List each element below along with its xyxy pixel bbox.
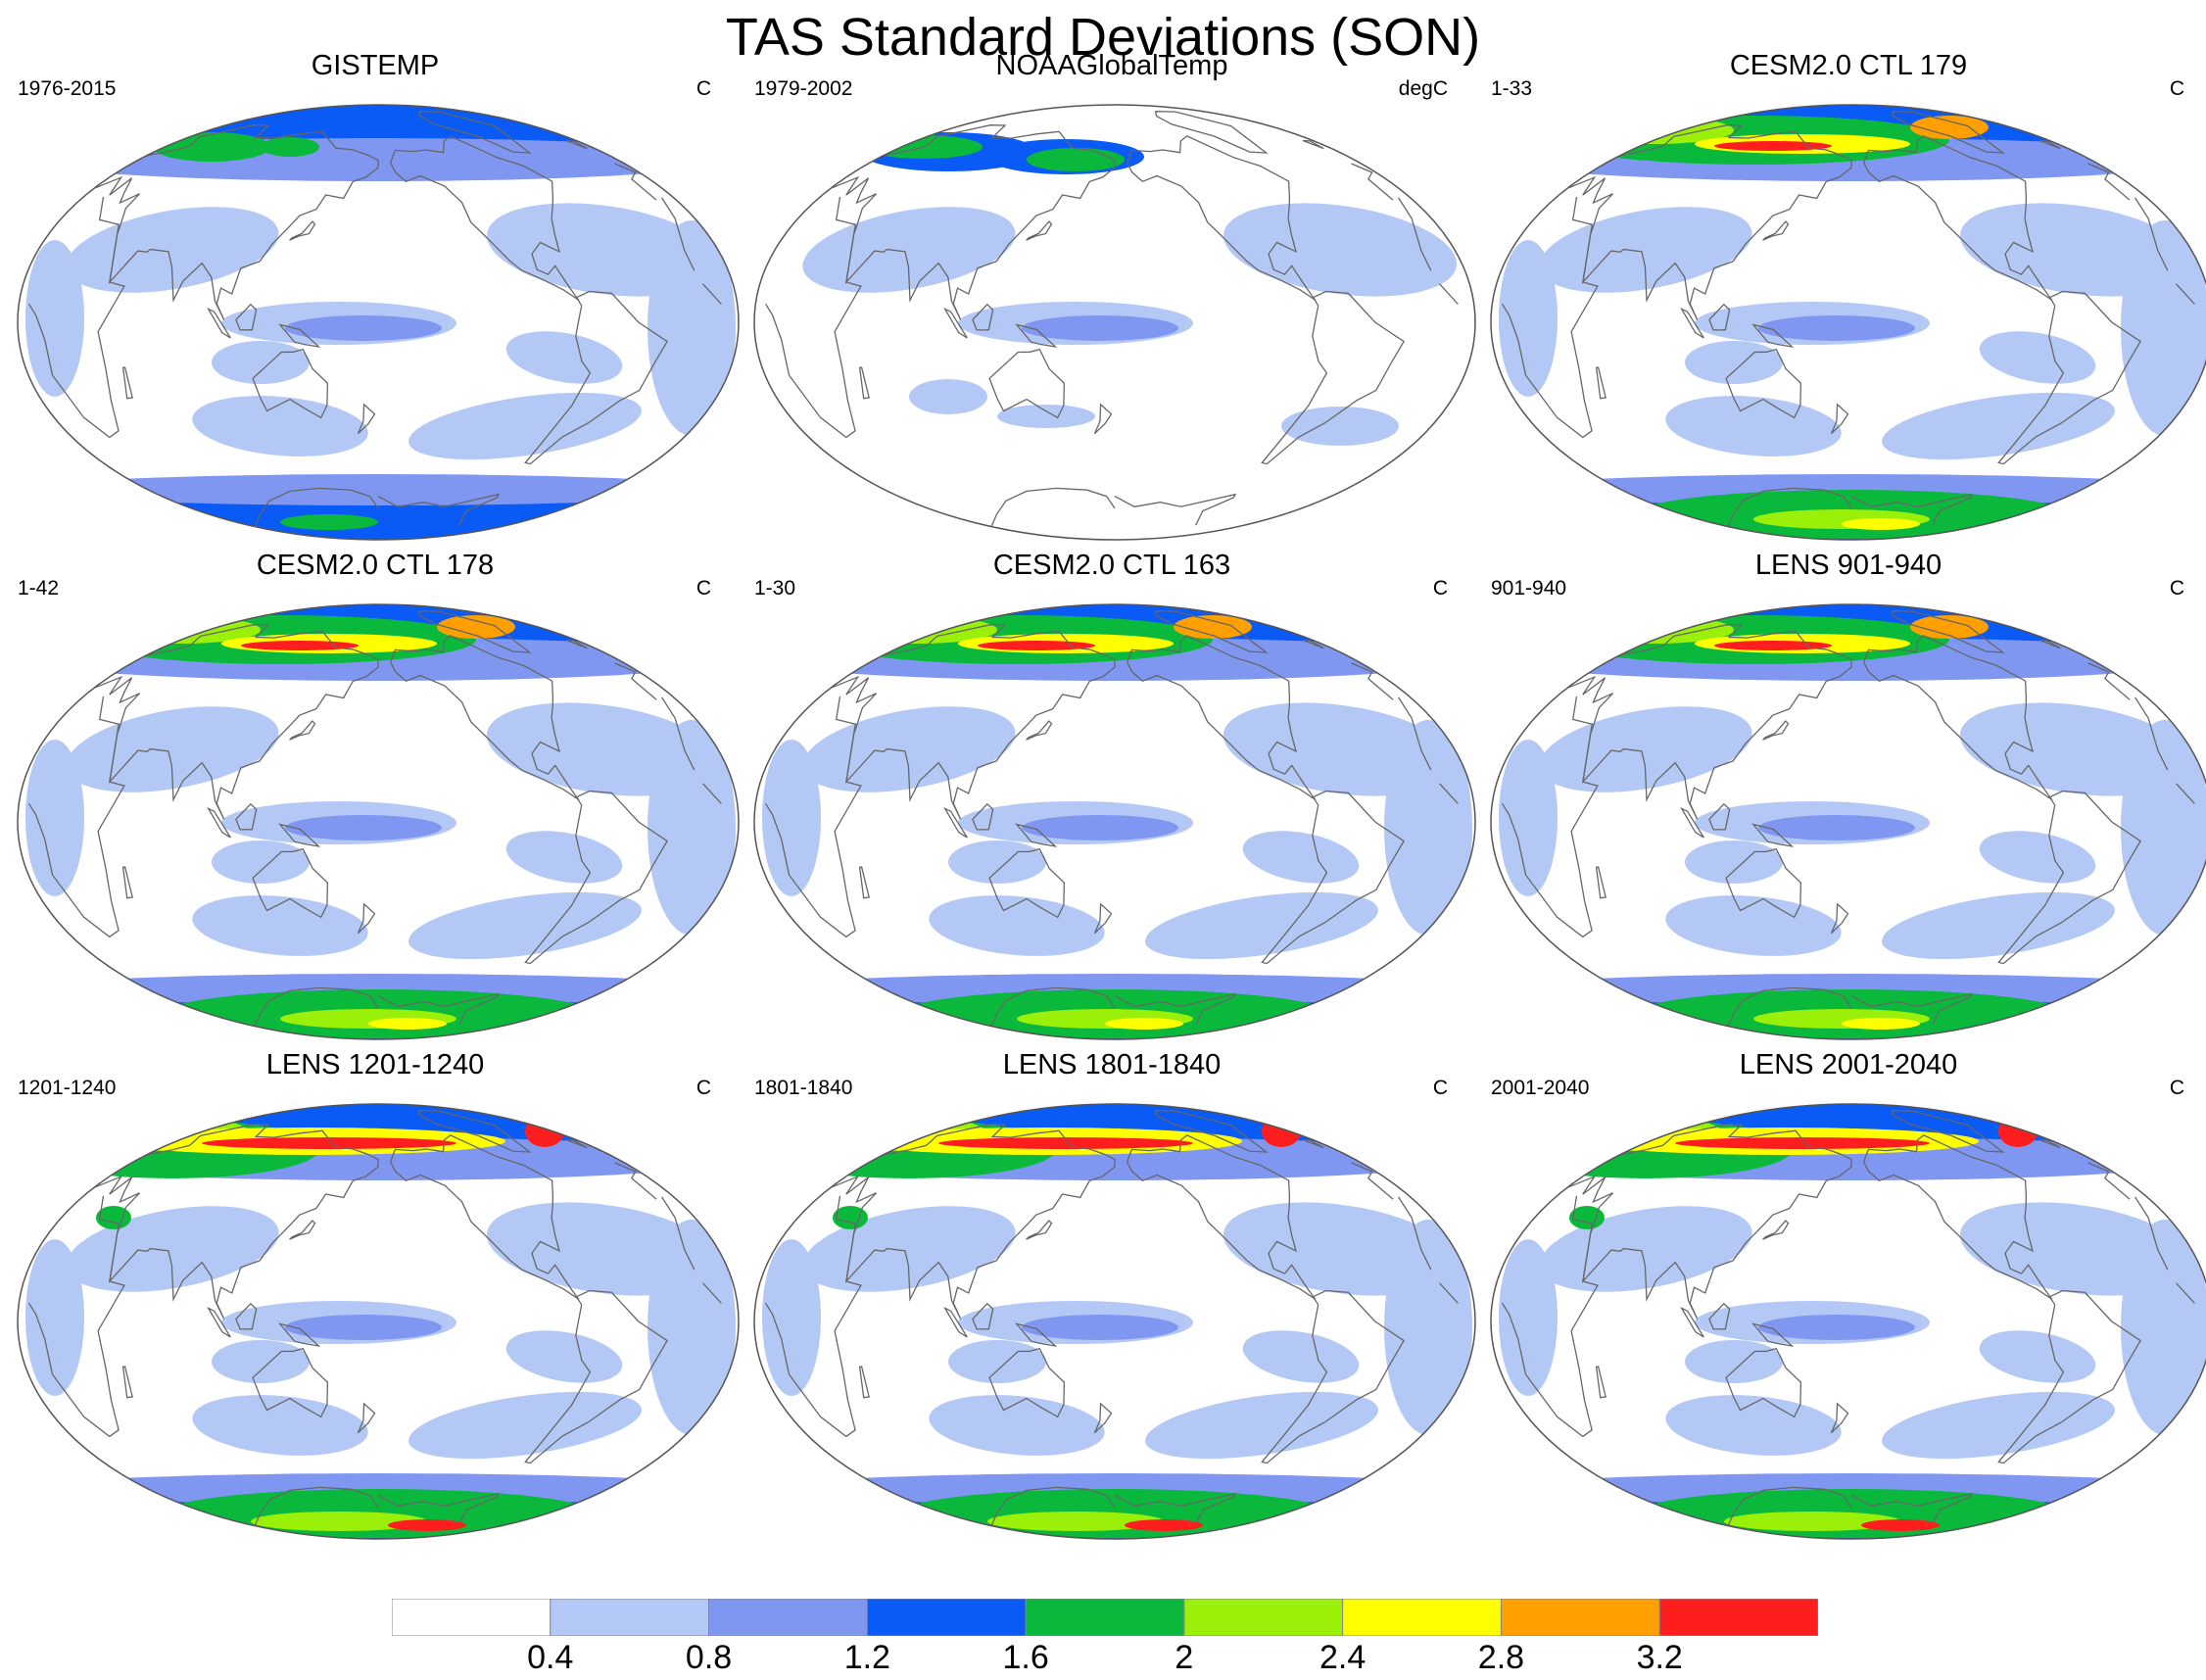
world-map (753, 603, 1476, 1040)
panel-period-label: 1-30 (754, 577, 796, 600)
panel-units-label: C (2169, 577, 2184, 600)
std-dev-contours (18, 105, 739, 540)
world-map (753, 1103, 1476, 1540)
map-panel: CESM2.0 CTL 163 1-30 C (744, 549, 1479, 1040)
world-map (1490, 104, 2206, 541)
panel-title: CESM2.0 CTL 179 (1729, 50, 1968, 81)
panel-period-label: 1201-1240 (18, 1077, 117, 1099)
panel-title: GISTEMP (311, 50, 440, 81)
map-panel: LENS 901-940 901-940 C (1481, 549, 2206, 1040)
coastlines (1501, 610, 2195, 1027)
coastlines (27, 610, 722, 1027)
std-dev-contours (754, 1104, 1475, 1539)
world-map (17, 603, 740, 1040)
colorbar-swatch (1183, 1599, 1344, 1636)
std-dev-contours (754, 604, 1475, 1039)
panel-title: LENS 1201-1240 (265, 1049, 485, 1080)
colorbar-swatch (1500, 1599, 1660, 1636)
map-panel: CESM2.0 CTL 178 1-42 C (8, 549, 743, 1040)
colorbar-swatch (392, 1599, 552, 1636)
coastlines (764, 1110, 1459, 1526)
panel-units-label: C (695, 577, 711, 600)
map-panel: GISTEMP 1976-2015 C (8, 49, 743, 541)
panel-title: NOAAGlobalTemp (995, 50, 1228, 81)
std-dev-contours (18, 1104, 739, 1539)
colorbar-swatch (1342, 1599, 1502, 1636)
colorbar-swatch (550, 1599, 710, 1636)
colorbar-tick-label: 2.8 (1477, 1639, 1525, 1676)
panel-units-label: C (695, 77, 711, 100)
panel-units-label: C (1432, 577, 1448, 600)
panel-period-label: 1976-2015 (18, 77, 117, 100)
panel-period-label: 1-33 (1491, 77, 1533, 100)
panel-period-label: 1-42 (18, 577, 60, 600)
colorbar-tick-label: 2.4 (1319, 1639, 1367, 1676)
panel-title: LENS 1801-1840 (1002, 1049, 1222, 1080)
colorbar-swatch (866, 1599, 1027, 1636)
panel-units-label: degC (1398, 77, 1448, 100)
panel-title: CESM2.0 CTL 178 (256, 550, 495, 581)
panel-units-label: C (2169, 1077, 2184, 1099)
std-dev-contours (18, 604, 739, 1039)
colorbar-tick-label: 0.8 (685, 1639, 733, 1676)
panel-units-label: C (1432, 1077, 1448, 1099)
world-map (1490, 603, 2206, 1040)
world-map (17, 104, 740, 541)
colorbar-swatch (1658, 1599, 1818, 1636)
colorbar (392, 1599, 1818, 1636)
colorbar-tick-label: 2 (1175, 1639, 1194, 1676)
coastlines (27, 1110, 722, 1526)
panel-period-label: 1801-1840 (754, 1077, 853, 1099)
map-panel: CESM2.0 CTL 179 1-33 C (1481, 49, 2206, 541)
world-map (753, 104, 1476, 541)
map-panel: LENS 2001-2040 2001-2040 C (1481, 1048, 2206, 1540)
map-panel: NOAAGlobalTemp 1979-2002 degC (744, 49, 1479, 541)
coastlines (1501, 111, 2195, 527)
panel-period-label: 2001-2040 (1491, 1077, 1590, 1099)
colorbar-swatch (1025, 1599, 1185, 1636)
colorbar-tick-label: 0.4 (527, 1639, 574, 1676)
world-map (17, 1103, 740, 1540)
world-map (1490, 1103, 2206, 1540)
panel-units-label: C (2169, 77, 2184, 100)
colorbar-swatch (708, 1599, 868, 1636)
std-dev-contours (754, 105, 1475, 540)
panel-title: LENS 901-940 (1754, 550, 1942, 581)
map-panel: LENS 1201-1240 1201-1240 C (8, 1048, 743, 1540)
map-panel: LENS 1801-1840 1801-1840 C (744, 1048, 1479, 1540)
coastlines (1501, 1110, 2195, 1526)
colorbar-tick-label: 3.2 (1636, 1639, 1683, 1676)
panel-units-label: C (695, 1077, 711, 1099)
coastlines (764, 610, 1459, 1027)
panel-title: LENS 2001-2040 (1739, 1049, 1958, 1080)
colorbar-tick-label: 1.6 (1002, 1639, 1049, 1676)
panel-period-label: 1979-2002 (754, 77, 853, 100)
colorbar-tick-label: 1.2 (843, 1639, 890, 1676)
panel-period-label: 901-940 (1491, 577, 1567, 600)
figure-title: TAS Standard Deviations (SON) (725, 8, 1481, 67)
panel-title: CESM2.0 CTL 163 (992, 550, 1231, 581)
